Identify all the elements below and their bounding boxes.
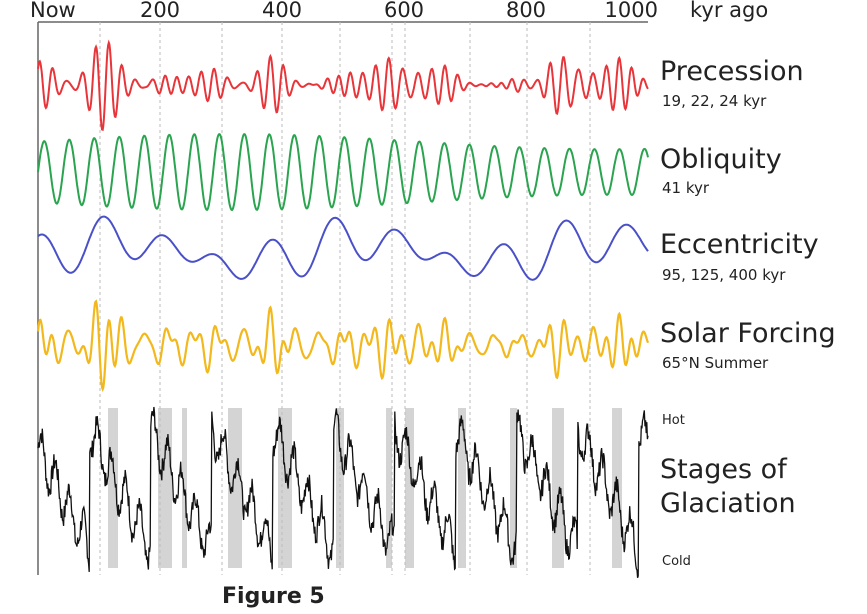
axis-tick-label: 400 bbox=[262, 0, 302, 22]
glacial-band bbox=[336, 408, 344, 568]
glacial-band bbox=[108, 408, 118, 568]
curve bbox=[36, 299, 650, 393]
axis-tick-label: 800 bbox=[506, 0, 546, 22]
row-label: Eccentricity bbox=[660, 229, 819, 260]
glacial-band bbox=[228, 408, 242, 568]
row-label: Obliquity bbox=[660, 144, 782, 175]
glaciation-label: Stages of bbox=[660, 454, 788, 485]
glaciation-label: Glaciation bbox=[660, 488, 796, 519]
row-sublabel: 19, 22, 24 kyr bbox=[662, 92, 767, 110]
glacial-band bbox=[552, 408, 564, 568]
glacial-band bbox=[510, 408, 517, 568]
axis-unit: kyr ago bbox=[690, 0, 768, 22]
glacial-band bbox=[458, 408, 466, 568]
glacial-band bbox=[278, 408, 292, 568]
cold-label: Cold bbox=[662, 554, 691, 569]
curve bbox=[37, 215, 649, 281]
curve bbox=[37, 39, 649, 131]
row-sublabel: 65°N Summer bbox=[662, 354, 769, 372]
row-sublabel: 41 kyr bbox=[662, 179, 710, 197]
axis-tick-label: 1000 bbox=[605, 0, 658, 22]
curve bbox=[37, 132, 649, 212]
glacial-band bbox=[405, 408, 414, 568]
axis-tick-label: Now bbox=[30, 0, 76, 22]
hot-label: Hot bbox=[662, 413, 685, 428]
axis-tick-label: 600 bbox=[384, 0, 424, 22]
curves bbox=[36, 39, 650, 578]
curve bbox=[37, 406, 649, 578]
row-sublabel: 95, 125, 400 kyr bbox=[662, 266, 786, 284]
glacial-bands bbox=[108, 408, 622, 568]
caption: Figure 5 bbox=[222, 584, 325, 609]
row-label: Solar Forcing bbox=[660, 318, 836, 349]
row-label: Precession bbox=[660, 56, 804, 87]
dashed-lines bbox=[99, 22, 591, 575]
axis-tick-label: 200 bbox=[140, 0, 180, 22]
glacial-band bbox=[386, 408, 392, 568]
glacial-band bbox=[182, 408, 187, 568]
